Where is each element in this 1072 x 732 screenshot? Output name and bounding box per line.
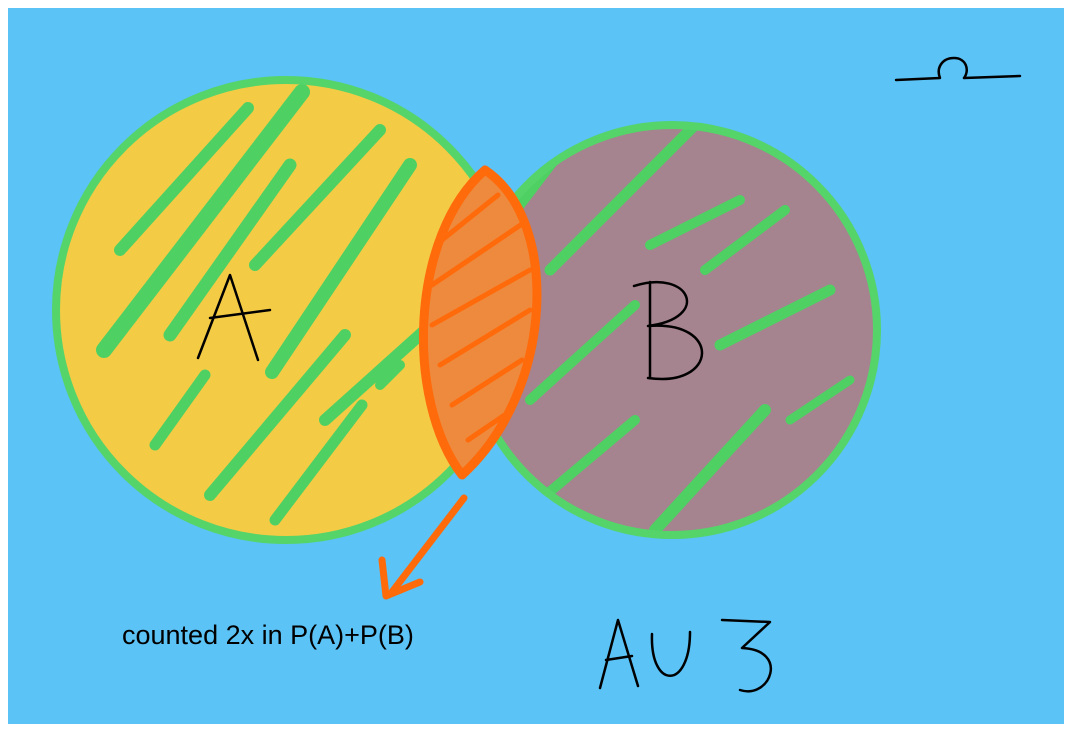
intersection-hatching [429, 192, 533, 443]
set-b-circle [467, 125, 877, 535]
set-a-label [196, 273, 272, 362]
caption-text: counted 2x in P(A)+P(B) [122, 620, 414, 650]
omega-symbol [894, 56, 1022, 82]
arrow-icon [378, 494, 468, 600]
set-a-hatching [96, 84, 448, 526]
union-label [598, 618, 773, 693]
set-b-label [632, 280, 704, 381]
set-b-hatching [515, 125, 855, 535]
intersection-region [419, 165, 542, 480]
